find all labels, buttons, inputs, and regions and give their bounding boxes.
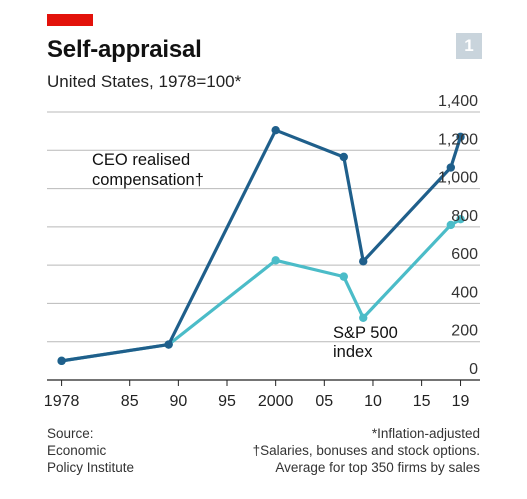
y-tick-label: 1,000	[438, 170, 478, 187]
ceo-data-point	[57, 356, 66, 366]
x-tick-label: 1978	[44, 393, 80, 410]
brand-red-tag	[47, 14, 93, 26]
x-tick-label: 10	[364, 393, 382, 410]
chart-number-badge: 1	[456, 33, 482, 59]
footnote-line: *Inflation-adjusted	[371, 426, 480, 441]
y-tick-label: 600	[451, 246, 478, 263]
x-tick-label: 85	[121, 393, 139, 410]
footnotes: *Inflation-adjusted †Salaries, bonuses a…	[253, 425, 480, 476]
sp500-data-point	[456, 215, 465, 224]
ceo-data-point	[339, 152, 348, 162]
axes: 0 200 400 600 800 1,000 1,200 1,400 1978 85 90 95 20…	[44, 93, 480, 410]
source-line: Policy Institute	[47, 460, 135, 475]
source-note: Source: Economic Policy Institute	[47, 425, 134, 476]
x-tick-label: 19	[452, 393, 470, 410]
ceo-data-point	[164, 340, 173, 349]
source-line: Economic	[47, 443, 107, 458]
chart-subtitle: United States, 1978=100*	[47, 72, 242, 91]
sp500-data-point	[359, 313, 368, 322]
footnote-line: Average for top 350 firms by sales	[275, 460, 480, 475]
y-tick-label: 400	[451, 284, 478, 301]
y-tick-label: 1,400	[438, 93, 478, 110]
x-tick-label: 95	[218, 393, 236, 410]
series-lines	[57, 125, 465, 366]
x-tick-label: 2000	[258, 393, 294, 410]
y-tick-label: 1,200	[438, 131, 478, 148]
chart-title: Self-appraisal	[47, 36, 202, 63]
sp500-data-point	[339, 272, 348, 281]
sp500-data-point	[446, 220, 456, 230]
y-tick-label: 0	[469, 361, 478, 378]
sp500-data-point	[271, 256, 280, 265]
ceo-data-point	[456, 132, 465, 142]
x-tick-label: 05	[315, 393, 333, 410]
sp500-index-line	[59, 217, 463, 363]
sp500-series-label: S&P 500 index	[333, 324, 398, 361]
y-tick-label: 200	[451, 323, 478, 340]
source-line: Source:	[47, 426, 94, 441]
ceo-data-point	[271, 125, 280, 135]
ceo-data-point	[359, 257, 368, 266]
y-tick-label: 800	[451, 208, 478, 225]
x-tick-label: 90	[169, 393, 187, 410]
gridlines	[47, 111, 480, 343]
footnote-line: †Salaries, bonuses and stock options.	[252, 443, 480, 458]
ceo-data-point	[446, 163, 456, 172]
series-labels: CEO realised compensation† S&P 500 index	[92, 151, 398, 361]
x-tick-label: 15	[413, 393, 431, 410]
ceo-series-label: CEO realised compensation†	[92, 151, 204, 189]
